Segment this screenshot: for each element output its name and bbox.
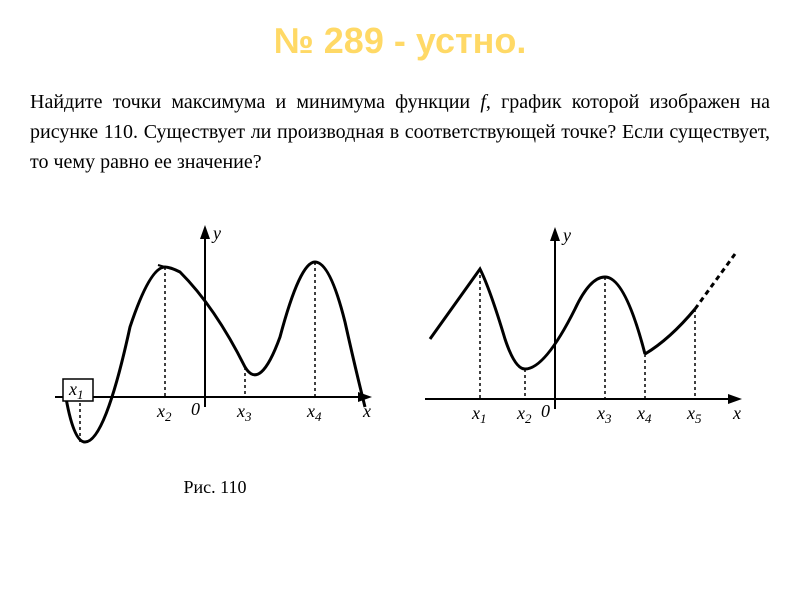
left-graph: y x 0 x1 x2 x3 x4 xyxy=(45,207,385,467)
right-graph-wrapper: y x 0 x1 x2 x3 x4 x5 xyxy=(415,209,755,497)
origin-label-right: 0 xyxy=(541,401,550,421)
right-graph: y x 0 x1 x2 x3 x4 x5 xyxy=(415,209,755,469)
origin-label-left: 0 xyxy=(191,399,200,419)
function-curve-right-3 xyxy=(695,254,735,309)
y-axis-arrow xyxy=(200,225,210,239)
x2-label-right: x2 xyxy=(516,403,532,426)
function-curve-right-1 xyxy=(430,269,645,369)
x1-label-right: x1 xyxy=(471,403,487,426)
x5-label-right: x5 xyxy=(686,403,702,426)
x3-label-left: x3 xyxy=(236,401,252,424)
y-axis-label: y xyxy=(211,223,221,243)
figure-caption: Рис. 110 xyxy=(184,477,247,498)
x-axis-label-right: x xyxy=(732,403,741,423)
y-axis-arrow-right xyxy=(550,227,560,241)
y-axis-label-right: y xyxy=(561,225,571,245)
problem-text-part1: Найдите точки максимума и минимума функц… xyxy=(30,91,480,113)
function-curve-right-2 xyxy=(645,309,695,354)
problem-statement: Найдите точки максимума и минимума функц… xyxy=(30,87,770,177)
graphs-container: y x 0 x1 x2 x3 x4 Рис. 110 xyxy=(30,207,770,498)
x-axis-label: x xyxy=(362,401,371,421)
x4-label-right: x4 xyxy=(636,403,652,426)
exercise-title: № 289 - устно. xyxy=(30,20,770,62)
x2-label-left: x2 xyxy=(156,401,172,424)
x4-label-left: x4 xyxy=(306,401,322,424)
x3-label-right: x3 xyxy=(596,403,612,426)
left-graph-wrapper: y x 0 x1 x2 x3 x4 Рис. 110 xyxy=(45,207,385,498)
